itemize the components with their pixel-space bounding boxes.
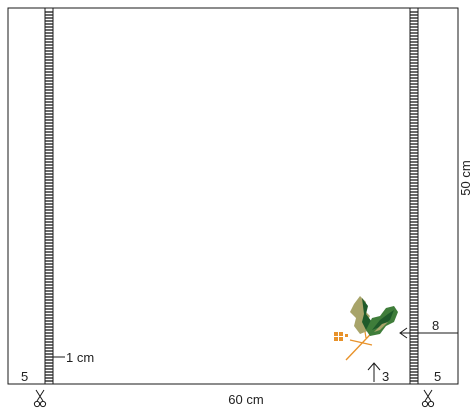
fabric-outline	[7, 7, 459, 385]
width-dimension-label: 60 cm	[228, 392, 263, 407]
right-stitch-ticks	[410, 11, 418, 382]
holly-leaf-icon	[334, 296, 398, 361]
scissors-icon	[421, 389, 435, 408]
right-edge-label: 5	[434, 369, 441, 384]
left-hem-strip	[44, 8, 54, 384]
right-hem-strip	[409, 8, 419, 384]
marker-8-label: 8	[432, 318, 439, 333]
arrow-up-icon	[367, 362, 381, 371]
left-edge-label: 5	[21, 369, 28, 384]
scissors-icon	[33, 389, 47, 408]
arrow-icon	[399, 327, 408, 339]
height-dimension-label: 50 cm	[458, 160, 473, 195]
left-stitch-ticks	[45, 11, 53, 382]
one-cm-label: 1 cm	[66, 350, 94, 365]
marker-3-label: 3	[382, 369, 389, 384]
